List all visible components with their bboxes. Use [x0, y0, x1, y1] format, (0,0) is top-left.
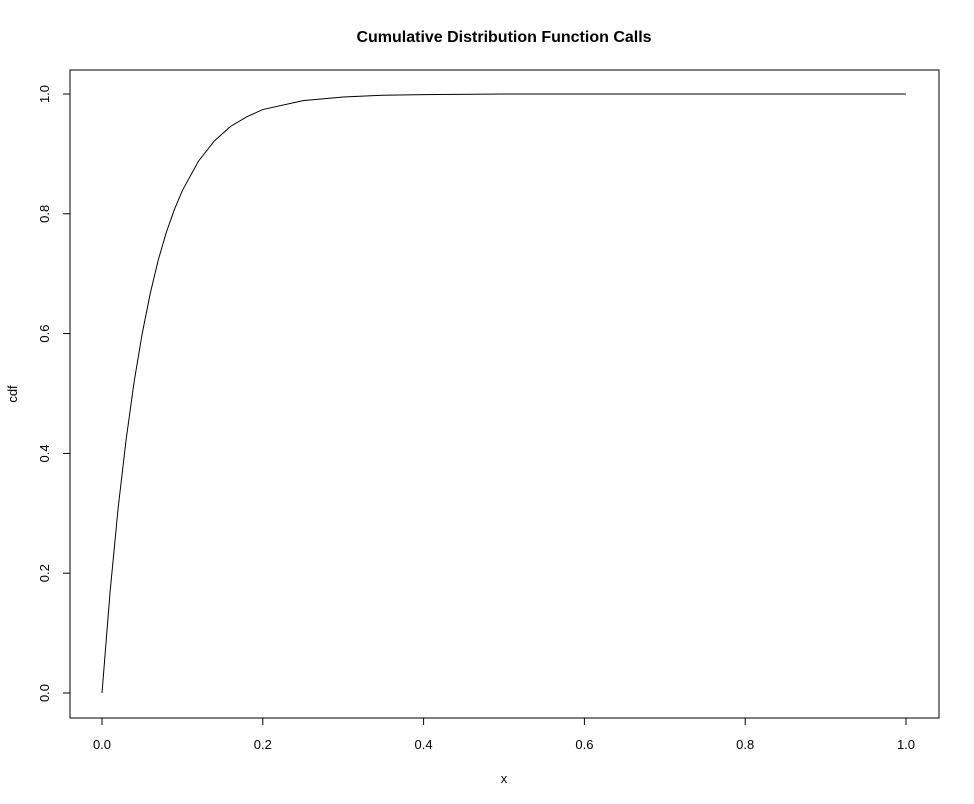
y-tick-label: 1.0 — [37, 85, 52, 103]
x-axis: 0.0 0.2 0.4 0.6 0.8 1.0 — [93, 717, 915, 752]
y-tick-label: 0.8 — [37, 205, 52, 223]
y-axis-label: cdf — [5, 385, 20, 403]
y-tick-label: 0.6 — [37, 325, 52, 343]
x-tick-label: 1.0 — [897, 737, 915, 752]
x-tick-label: 0.6 — [575, 737, 593, 752]
cdf-line — [101, 93, 906, 694]
x-tick-label: 0.0 — [93, 737, 111, 752]
x-tick-label: 0.4 — [415, 737, 433, 752]
y-tick-label: 0.4 — [37, 444, 52, 462]
y-tick-label: 0.2 — [37, 564, 52, 582]
x-axis-label: x — [501, 771, 508, 786]
x-tick-label: 0.2 — [254, 737, 272, 752]
y-axis: 0.0 0.2 0.4 0.6 0.8 1.0 — [37, 85, 71, 702]
y-tick-label: 0.0 — [37, 684, 52, 702]
x-tick-label: 0.8 — [736, 737, 754, 752]
plot-frame — [69, 69, 940, 719]
chart-title: Cumulative Distribution Function Calls — [356, 29, 651, 46]
